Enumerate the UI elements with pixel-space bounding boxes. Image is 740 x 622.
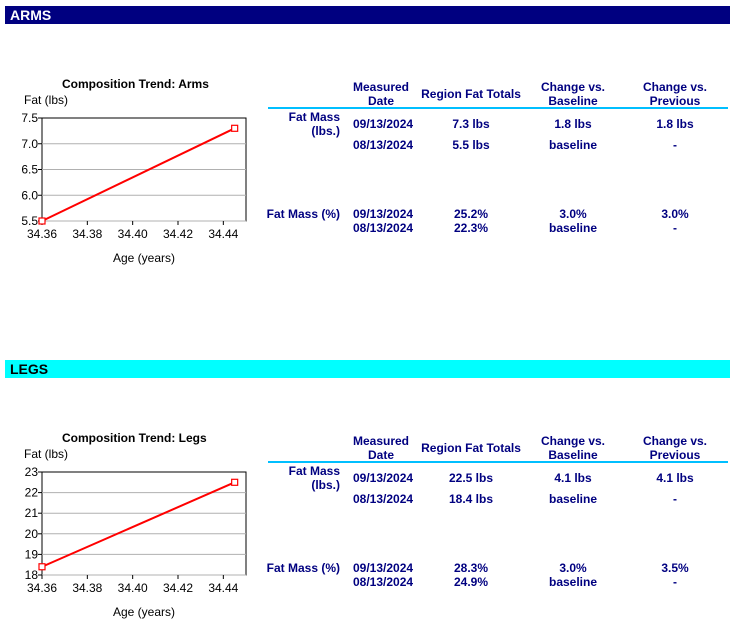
x-axis-label: Age (years) [113,605,175,619]
y-tick-label: 19 [25,547,39,561]
data-point [231,478,239,486]
chart-title-legs: Composition Trend: Legs [62,431,207,445]
x-tick-label: 34.40 [118,227,148,241]
region-fat-total: 22.3% [453,221,489,235]
x-tick-label: 34.40 [118,581,148,595]
column-header: Measured Date [352,434,410,462]
header-rule [268,107,728,109]
change-vs-previous: 4.1 lbs [656,471,694,485]
y-tick-label: 18 [25,568,39,582]
header-rule [268,461,728,463]
x-tick-label: 34.38 [72,581,102,595]
row-group-label: Fat Mass (%) [266,561,340,575]
data-point [231,124,239,132]
change-vs-baseline: baseline [548,221,598,235]
change-vs-baseline: baseline [548,575,598,589]
chart-title-arms: Composition Trend: Arms [62,77,209,91]
x-tick-label: 34.44 [208,227,238,241]
y-tick-label: 22 [25,486,39,500]
data-point [38,563,46,571]
y-tick-label: 6.0 [21,188,38,202]
change-vs-baseline: baseline [548,492,598,506]
column-header: Region Fat Totals [421,87,521,101]
column-header: Change vs. Previous [642,434,708,462]
data-point [38,217,46,225]
table-arms: Measured Date Region Fat Totals Change vs.… [267,80,728,250]
measured-date: 09/13/2024 [353,471,414,485]
x-tick-label: 34.42 [163,581,193,595]
y-axis-label: Fat (lbs) [24,447,68,461]
chart-arms: Fat (lbs) 7.5 7.0 6.5 6.0 5.534.36 34.38 34.40 3… [21,93,247,265]
region-fat-total: 5.5 lbs [452,138,490,152]
change-vs-previous: - [673,138,677,152]
change-vs-baseline: 3.0% [559,207,587,221]
y-tick-label: 20 [25,527,39,541]
row-group-label: Fat Mass (lbs.) [288,464,340,492]
x-axis-label: Age (years) [113,251,175,265]
change-vs-previous: 3.5% [661,561,689,575]
change-vs-baseline: 1.8 lbs [554,117,592,131]
region-fat-total: 24.9% [453,575,489,589]
y-axis-label: Fat (lbs) [24,93,68,107]
x-tick-label: 34.36 [27,227,57,241]
change-vs-previous: 1.8 lbs [656,117,694,131]
y-tick-label: 23 [25,465,39,479]
y-tick-label: 7.0 [21,137,38,151]
measured-date: 08/13/2024 [353,575,414,589]
change-vs-previous: - [673,575,677,589]
x-tick-label: 34.38 [72,227,102,241]
y-tick-label: 21 [25,506,39,520]
measured-date: 09/13/2024 [353,117,414,131]
plot-area [41,471,247,576]
table-legs: Measured Date Region Fat Totals Change vs.… [267,434,728,604]
change-vs-baseline: 4.1 lbs [554,471,592,485]
section-header-arms: ARMS [5,6,730,24]
row-group-label: Fat Mass (%) [266,207,340,221]
column-header: Change vs. Previous [642,80,708,108]
measured-date: 08/13/2024 [353,221,414,235]
section-header-legs: LEGS [5,360,730,378]
region-fat-total: 18.4 lbs [448,492,494,506]
column-header: Change vs. Baseline [540,434,606,462]
y-tick-label: 6.5 [21,163,38,177]
measured-date: 08/13/2024 [353,138,414,152]
y-tick-label: 7.5 [21,111,38,125]
change-vs-baseline: 3.0% [559,561,587,575]
change-vs-baseline: baseline [548,138,598,152]
change-vs-previous: - [673,221,677,235]
y-tick-label: 5.5 [21,214,38,228]
row-group-label: Fat Mass (lbs.) [288,110,340,138]
column-header: Region Fat Totals [421,441,521,455]
region-fat-total: 7.3 lbs [452,117,490,131]
series-line [41,127,236,222]
x-tick-label: 34.42 [163,227,193,241]
x-tick-label: 34.44 [208,581,238,595]
region-fat-total: 22.5 lbs [448,471,494,485]
measured-date: 09/13/2024 [353,561,414,575]
region-fat-total: 25.2% [453,207,489,221]
column-header: Change vs. Baseline [540,80,606,108]
measured-date: 09/13/2024 [353,207,414,221]
series-line [41,481,236,568]
x-tick-label: 34.36 [27,581,57,595]
region-fat-total: 28.3% [453,561,489,575]
column-header: Measured Date [352,80,410,108]
measured-date: 08/13/2024 [353,492,414,506]
change-vs-previous: 3.0% [661,207,689,221]
change-vs-previous: - [673,492,677,506]
